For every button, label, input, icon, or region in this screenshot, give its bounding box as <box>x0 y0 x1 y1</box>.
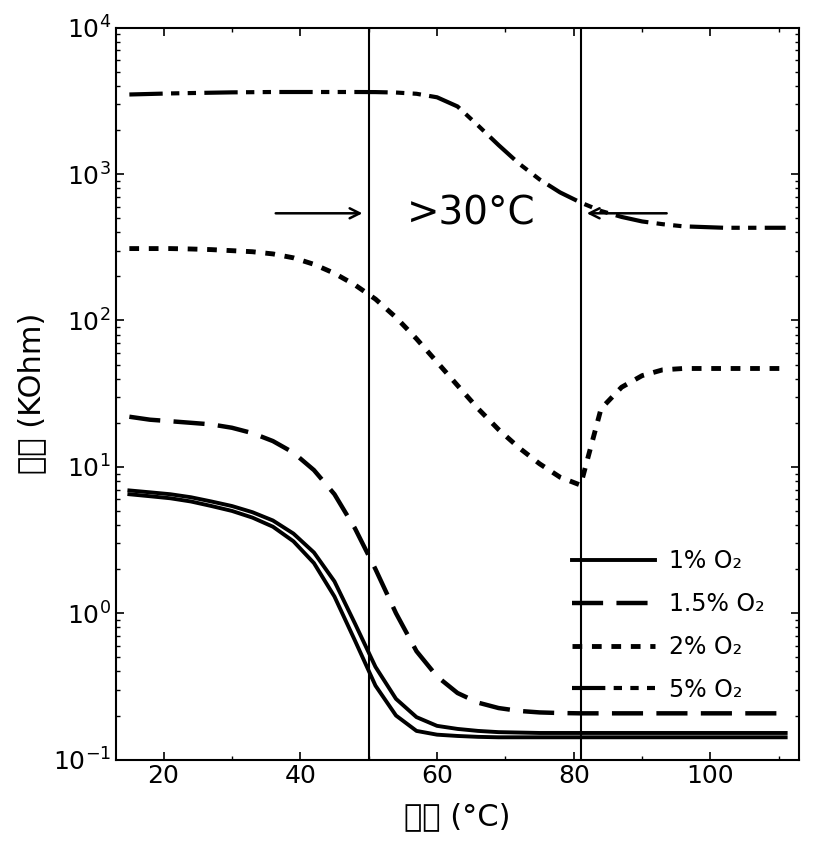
Legend: 1% O₂, 1.5% O₂, 2% O₂, 5% O₂: 1% O₂, 1.5% O₂, 2% O₂, 5% O₂ <box>562 539 774 711</box>
X-axis label: 温度 (°C): 温度 (°C) <box>404 802 511 831</box>
Text: >30°C: >30°C <box>407 194 535 232</box>
Y-axis label: 电阻 (KOhm): 电阻 (KOhm) <box>16 313 46 474</box>
